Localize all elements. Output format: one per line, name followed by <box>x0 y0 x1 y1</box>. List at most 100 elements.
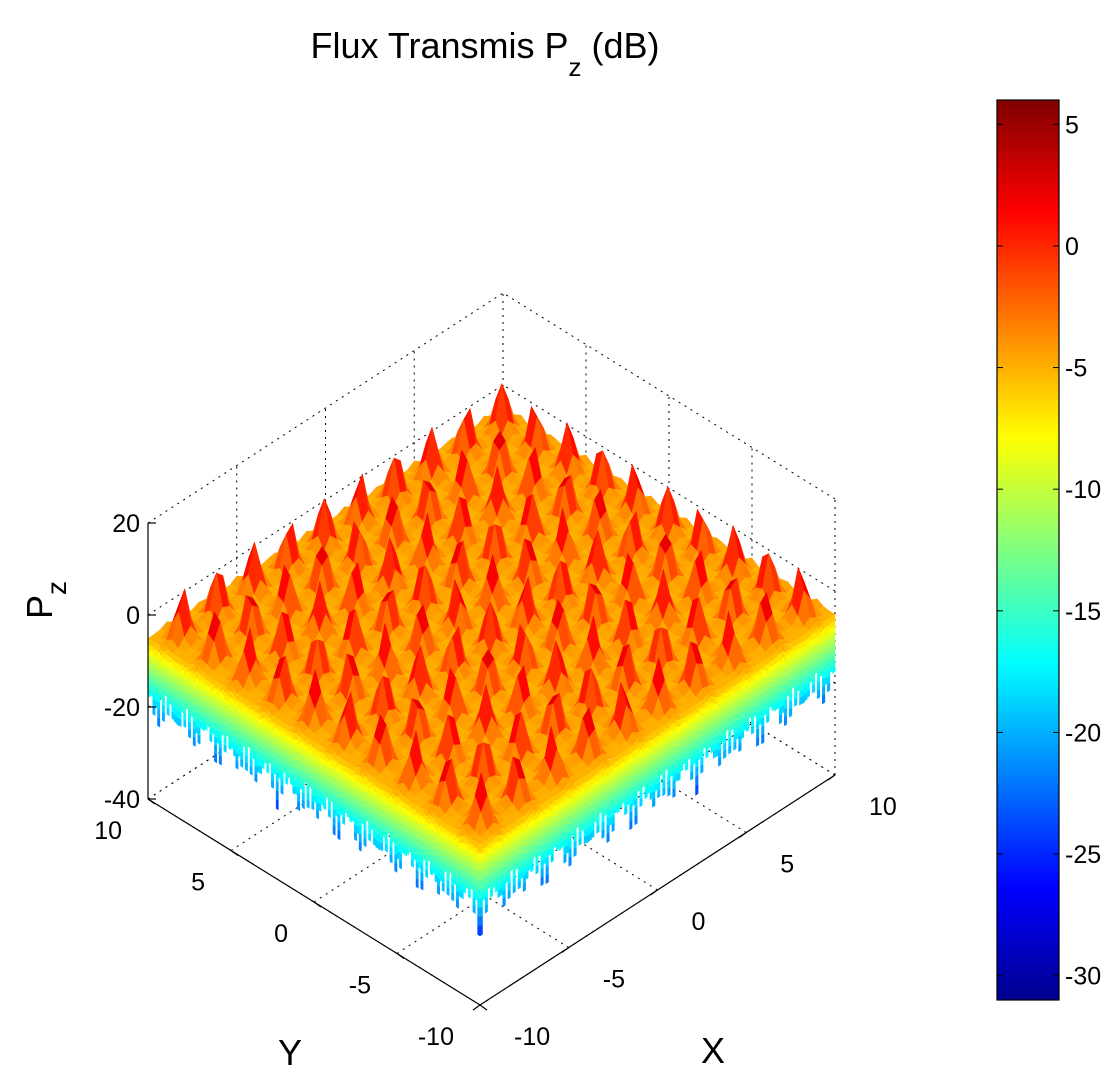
surface-skirt <box>458 862 462 871</box>
surface-skirt <box>451 891 455 902</box>
surface-skirt <box>425 836 429 844</box>
surface-skirt <box>763 707 767 716</box>
surface-skirt <box>497 854 501 864</box>
surface-skirt <box>458 849 462 857</box>
surface-skirt <box>748 677 752 683</box>
surface-skirt <box>463 885 467 894</box>
surface-skirt <box>500 861 504 870</box>
surface-skirt <box>380 842 384 852</box>
surface-skirt <box>434 874 438 884</box>
surface-skirt <box>822 636 826 647</box>
surface-skirt <box>817 689 821 700</box>
surface-skirt <box>789 707 793 718</box>
surface-skirt <box>543 856 547 865</box>
surface-skirt <box>784 676 788 686</box>
surface-skirt <box>427 808 431 815</box>
surface-skirt <box>748 711 752 719</box>
surface-skirt <box>479 924 483 937</box>
surface-skirt <box>415 878 419 889</box>
surface-skirt <box>444 865 448 873</box>
surface-skirt <box>832 665 836 674</box>
surface-skirt <box>389 795 393 805</box>
surface-skirt <box>384 843 388 853</box>
surface-skirt <box>477 888 481 900</box>
surface-skirt <box>817 636 821 645</box>
surface-skirt <box>715 689 719 698</box>
surface-skirt <box>746 723 750 733</box>
surface-skirt <box>604 758 608 766</box>
surface-skirt <box>460 890 464 900</box>
surface-skirt <box>500 854 504 863</box>
surface-skirt <box>420 807 424 818</box>
surface-skirt <box>396 850 400 860</box>
surface-mesh <box>147 382 836 937</box>
surface-skirt <box>460 856 464 865</box>
surface-skirt <box>631 797 635 807</box>
surface-skirt <box>588 832 592 842</box>
surface-skirt <box>677 739 681 748</box>
surface-skirt <box>781 670 785 680</box>
surface-skirt <box>642 746 646 752</box>
surface-skirt <box>824 676 828 686</box>
surface-skirt <box>568 781 572 791</box>
surface-skirt <box>784 699 788 710</box>
surface-skirt <box>502 858 506 869</box>
surface-skirt <box>771 703 775 712</box>
surface-skirt <box>432 866 436 875</box>
surface-skirt <box>446 886 450 897</box>
surface-skirt <box>675 772 679 783</box>
surface-skirt <box>677 746 681 755</box>
surface-skirt <box>425 869 429 879</box>
surface-skirt <box>819 669 823 678</box>
surface-skirt <box>626 797 630 807</box>
surface-skirt <box>644 741 648 750</box>
surface-skirt <box>568 806 572 817</box>
surface-skirt <box>748 666 752 674</box>
surface-skirt <box>634 814 638 826</box>
surface-skirt <box>657 789 661 799</box>
surface-skirt <box>535 825 539 833</box>
surface-skirt <box>781 677 785 687</box>
surface-skirt <box>525 870 529 881</box>
surface-skirt <box>677 726 681 734</box>
surface-skirt <box>675 746 679 755</box>
surface-skirt <box>819 642 823 650</box>
surface-skirt <box>377 841 381 851</box>
surface-skirt <box>710 702 714 710</box>
surface-skirt <box>690 770 694 781</box>
surface-skirt <box>497 827 501 836</box>
surface-skirt <box>533 804 537 811</box>
surface-skirt <box>502 835 506 845</box>
surface-skirt <box>394 812 398 823</box>
surface-skirt <box>427 818 431 825</box>
surface-skirt <box>606 816 610 827</box>
surface-skirt <box>748 687 752 694</box>
surface-skirt <box>408 845 412 854</box>
surface-skirt <box>456 829 459 839</box>
surface-skirt <box>401 845 405 855</box>
surface-skirt <box>425 849 429 858</box>
surface-skirt <box>497 888 501 899</box>
surface-skirt <box>715 702 719 711</box>
surface-skirt <box>819 648 823 655</box>
surface-skirt <box>571 829 575 838</box>
surface-skirt <box>399 859 402 870</box>
surface-skirt <box>715 748 719 758</box>
surface-skirt <box>817 658 821 669</box>
surface-skirt <box>604 764 608 771</box>
surface-skirt <box>781 657 785 666</box>
surface-skirt <box>642 756 646 763</box>
surface-skirt <box>781 643 785 652</box>
surface-skirt <box>806 689 810 699</box>
surface-skirt <box>677 712 681 721</box>
surface-skirt <box>677 772 681 782</box>
surface-skirt <box>568 856 572 867</box>
surface-skirt <box>441 882 445 893</box>
surface-skirt <box>540 875 544 887</box>
surface-skirt <box>535 811 539 820</box>
surface-skirt <box>819 631 823 639</box>
surface-skirt <box>458 842 462 851</box>
surface-skirt <box>629 819 633 831</box>
surface-skirt <box>489 889 493 898</box>
